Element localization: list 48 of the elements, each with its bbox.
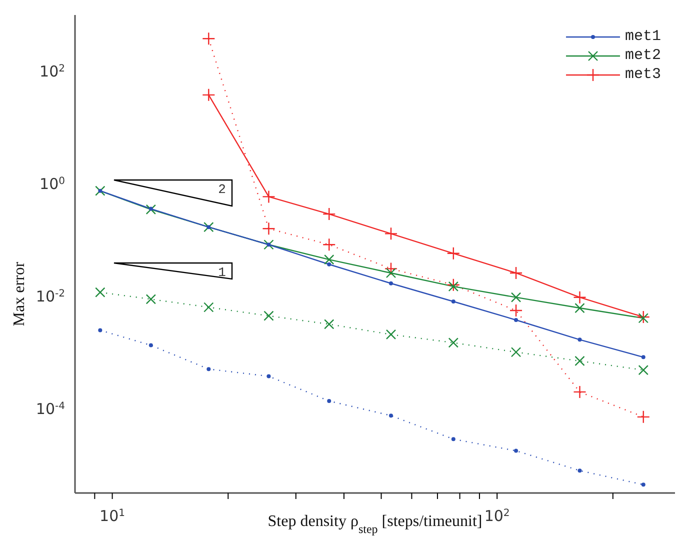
point [386, 329, 396, 340]
point [388, 281, 393, 286]
point [451, 299, 456, 304]
legend-label: met2 [624, 47, 661, 64]
annotation: 2 [218, 182, 226, 197]
point [446, 278, 460, 292]
point [448, 338, 458, 348]
x-tick-label: 10$^{1}$ [100, 507, 126, 525]
legend-label: met3 [624, 66, 661, 83]
y-axis-title: Max error [11, 261, 28, 326]
point [324, 319, 334, 330]
point [384, 262, 398, 276]
y-tick-label: 10$^{2}$ [40, 62, 65, 80]
point [509, 304, 523, 318]
point [206, 367, 211, 372]
point [262, 222, 276, 236]
point [206, 225, 211, 230]
point [448, 281, 458, 292]
point [266, 374, 271, 378]
point [204, 302, 214, 312]
point [266, 242, 271, 247]
point [264, 310, 274, 321]
point [327, 262, 332, 266]
point [451, 437, 456, 442]
y-tick-label: 10$^{-4}$ [36, 400, 65, 418]
legend-label: met1 [624, 28, 661, 45]
point [322, 238, 336, 252]
point [386, 268, 396, 278]
point [514, 448, 518, 453]
point [322, 207, 336, 221]
point [202, 88, 216, 102]
point [510, 347, 522, 358]
point [446, 246, 460, 260]
point [324, 254, 334, 265]
x-axis-title: Step density ρ$_{step}$ [steps/timeunit] [268, 513, 482, 536]
point [509, 266, 523, 280]
point [202, 32, 216, 46]
y-tick-label: 10$^{0}$ [40, 174, 65, 193]
point [262, 190, 276, 204]
point [264, 240, 274, 250]
point [384, 227, 398, 240]
y-tick-label: 10$^{-2}$ [36, 287, 65, 306]
point [510, 292, 522, 302]
point [514, 318, 518, 322]
point [327, 399, 332, 404]
point [388, 414, 393, 418]
annotation: 1 [218, 265, 226, 280]
point [204, 222, 214, 232]
